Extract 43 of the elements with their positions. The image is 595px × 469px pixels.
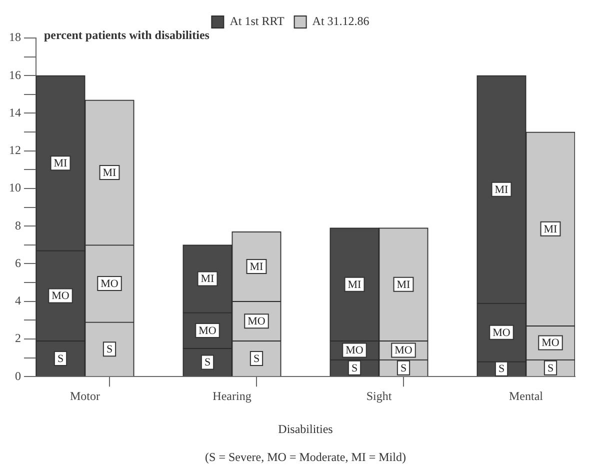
x-tick-label: Mental (509, 388, 544, 403)
data-label: S (351, 362, 358, 374)
x-tick-label: Motor (70, 388, 100, 403)
data-label: MO (346, 344, 364, 357)
data-label: S (204, 356, 211, 369)
data-label: S (400, 362, 407, 374)
y-tick-label: 2 (15, 331, 21, 346)
data-label: MI (396, 278, 411, 291)
y-tick-label: 10 (9, 180, 21, 195)
y-tick-label: 16 (9, 68, 21, 82)
data-label: MI (102, 166, 117, 179)
y-tick-label: 4 (15, 294, 21, 308)
data-label: MO (542, 337, 560, 350)
data-label: MO (52, 290, 70, 302)
x-tick-label: Hearing (212, 388, 252, 403)
data-label: MI (200, 273, 215, 286)
y-tick-label: 18 (9, 30, 21, 44)
legend-label: At 31.12.86 (312, 14, 370, 28)
y-axis-title: percent patients with disabilities (44, 28, 210, 42)
x-tick-label: Sight (366, 388, 392, 403)
data-label: S (57, 352, 64, 365)
data-label: S (498, 363, 505, 376)
data-label: MO (198, 324, 216, 337)
y-tick-label: 12 (9, 143, 21, 158)
data-label: MI (348, 278, 362, 291)
data-label: S (253, 352, 260, 365)
data-label: MO (248, 316, 266, 328)
data-label: MI (250, 260, 264, 273)
y-tick-label: 0 (15, 368, 21, 383)
data-label: MO (100, 278, 118, 290)
data-label: MI (544, 223, 558, 236)
text: (S = Severe, MO = Moderate, MI = Mild) (205, 450, 406, 464)
y-tick-label: 8 (15, 218, 21, 232)
y-tick-label: 6 (15, 256, 21, 270)
data-label: MI (54, 157, 68, 170)
x-axis-title: Disabilities (278, 422, 334, 436)
data-label: MI (494, 184, 509, 196)
data-label: S (547, 362, 554, 374)
legend-label: At 1st RRT (230, 14, 285, 28)
data-label: MO (394, 344, 412, 357)
y-tick-label: 14 (9, 105, 21, 120)
data-label: S (106, 343, 113, 356)
data-label: MO (492, 326, 510, 339)
